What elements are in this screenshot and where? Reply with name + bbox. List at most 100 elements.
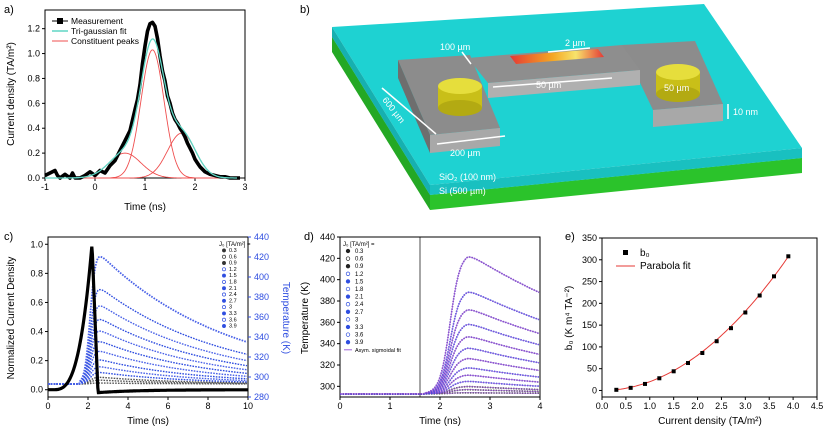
b0-point-3.6	[772, 274, 776, 279]
x-tick-label: 8	[205, 401, 210, 411]
normalized-current-pulse	[48, 246, 248, 395]
legend-0.3: 0.3	[229, 248, 237, 254]
panel-c-series	[48, 246, 248, 395]
panel-c-y-label: Normalized Current Density	[6, 257, 17, 380]
y-tick-label: 350	[582, 233, 597, 243]
legend-3.9: 3.9	[355, 340, 364, 346]
y-tick-label: 0	[592, 385, 597, 395]
si-substrate-side	[332, 37, 430, 210]
x-tick-label: 0	[45, 401, 50, 411]
right-tick-label: 360	[254, 312, 269, 322]
panel-c-x-ticks: 0 2 4 6 8 10	[45, 397, 253, 411]
y-tick-label: 0.8	[30, 268, 43, 278]
x-tick-label: 3	[487, 401, 492, 411]
b0-point-3	[743, 310, 748, 315]
panel-e-label: e)	[565, 231, 575, 243]
legend-3.3: 3.3	[355, 325, 364, 331]
b0-point-2.1	[700, 351, 705, 356]
legend-parabola: Parabola fit	[640, 261, 691, 272]
legend-2.4: 2.4	[229, 292, 237, 298]
right-tick-label: 280	[254, 392, 269, 402]
y-tick-label: 360	[320, 317, 335, 327]
x-tick-label: 0.5	[620, 401, 633, 411]
panel-a-y-ticks: 0.0 0.2 0.4 0.6 0.8 1.0 1.2	[27, 24, 45, 183]
y-tick-label: 200	[582, 298, 597, 308]
legend-marker-1.8	[222, 279, 226, 284]
legend-b0: b₀	[640, 248, 650, 259]
panel-a-x-label: Time (ns)	[124, 202, 166, 213]
legend-marker-1.2	[222, 267, 226, 272]
right-pad-front	[653, 104, 723, 127]
y-tick-label: 0.2	[27, 148, 40, 158]
right-tick-label: 320	[254, 352, 269, 362]
right-tick-label: 300	[254, 372, 269, 382]
y-tick-label: 0.4	[27, 123, 40, 133]
label-oxide: SiO₂ (100 nm)	[439, 172, 496, 182]
y-tick-label: 1.2	[27, 24, 40, 34]
right-tick-label: 440	[254, 232, 269, 242]
panel-c-y-label-right: Temperature (K)	[280, 282, 291, 354]
x-tick-label: 1.5	[667, 401, 680, 411]
label-gap: 2 µm	[565, 38, 585, 48]
y-tick-label: 420	[320, 253, 335, 263]
label-substrate: Si (500 µm)	[439, 186, 486, 196]
x-tick-label: 4	[537, 401, 542, 411]
b0-point-2.7	[729, 326, 733, 331]
legend-0.9: 0.9	[355, 264, 364, 270]
legend-1.5: 1.5	[229, 273, 237, 279]
panel-c: c) 0 2 4 6 8 10 0.0 0.2 0.4 0.6 0.8 1.0 280 300 320 3…	[4, 231, 291, 427]
y-tick-label: 1.0	[30, 239, 43, 249]
panel-c-legend-title: J₀ [TA/m²] =	[219, 242, 251, 248]
legend-marker-1.5	[222, 273, 226, 278]
y-tick-label: 0.0	[30, 385, 43, 395]
x-tick-label: 2	[85, 401, 90, 411]
panel-e-x-label: Current density (TA/m²)	[658, 416, 762, 427]
temperature-curve-1.2	[48, 371, 247, 385]
temperature-curve-3.9	[48, 255, 248, 385]
x-tick-label: 2.5	[715, 401, 728, 411]
b0-point-1.8	[686, 361, 690, 366]
sio2-layer-side	[332, 27, 430, 195]
legend-marker-0.9	[345, 264, 351, 269]
legend-3.6: 3.6	[229, 317, 237, 323]
tri-gaussian-fit	[45, 38, 237, 179]
panel-a-x-ticks: -1 0 1 2 3	[41, 178, 248, 192]
y-tick-label: 0.6	[30, 297, 43, 307]
legend-2.7: 2.7	[229, 298, 237, 304]
temperature-curve-0.3	[48, 382, 247, 385]
legend-fit: Tri-gaussian fit	[71, 26, 127, 36]
b0-point-3.9	[786, 254, 791, 259]
legend-marker-3.6	[345, 332, 351, 337]
b0-point-1.2	[657, 376, 662, 381]
x-tick-label: 6	[165, 401, 170, 411]
y-tick-label: 0.4	[30, 327, 43, 337]
b0-point-0.3	[614, 387, 619, 392]
legend-marker-3	[222, 305, 226, 310]
panel-c-label: c)	[4, 231, 13, 243]
left-pad-side	[398, 60, 430, 153]
panel-c-right-ticks: 280 300 320 340 360 380 400 420 440	[248, 232, 269, 402]
legend-3.6: 3.6	[355, 333, 364, 339]
x-tick-label: 3	[242, 182, 247, 192]
y-tick-label: 0.6	[27, 98, 40, 108]
panel-d-x-label: Time (ns)	[419, 416, 461, 427]
x-tick-label: 4.0	[787, 401, 800, 411]
label-pad: 200 µm	[450, 148, 480, 158]
legend-0.9: 0.9	[229, 261, 237, 267]
panel-b-label: b)	[300, 4, 310, 16]
x-tick-label: 1.0	[644, 401, 657, 411]
temperature-curve-0.9	[48, 376, 247, 385]
y-tick-label: 50	[587, 364, 597, 374]
legend-marker-2.4	[222, 292, 226, 297]
legend-marker-1.8	[345, 286, 351, 292]
x-tick-label: -1	[41, 182, 49, 192]
temperature-series-3	[340, 323, 540, 395]
b0-point-1.5	[671, 369, 676, 374]
y-tick-label: 150	[582, 320, 597, 330]
hotspot-gradient	[510, 49, 604, 64]
legend-marker-0.6	[345, 256, 351, 261]
legend-marker-3.3	[222, 311, 226, 316]
panel-e-frame	[601, 237, 818, 398]
y-tick-label: 250	[582, 277, 597, 287]
legend-3.3: 3.3	[229, 311, 237, 317]
